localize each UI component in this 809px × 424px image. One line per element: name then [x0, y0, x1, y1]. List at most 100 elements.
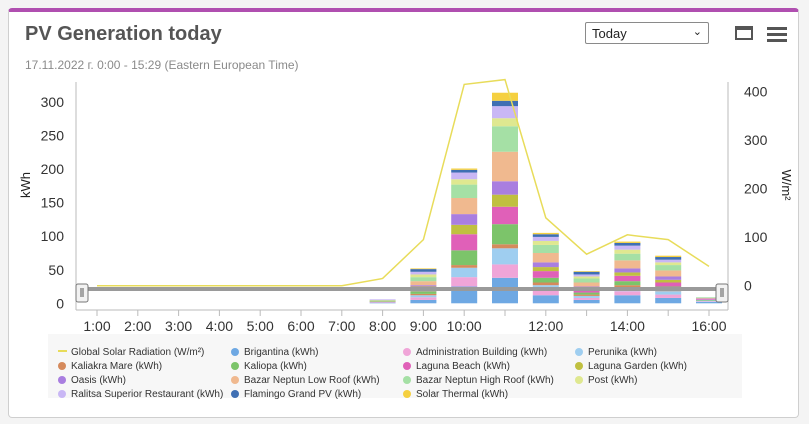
bar-segment	[573, 297, 600, 300]
legend-label: Post (kWh)	[588, 375, 638, 386]
bar-segment	[492, 118, 518, 127]
y-right-tick-label: 400	[744, 84, 768, 100]
legend-item[interactable]: Brigantina (kWh)	[231, 346, 318, 360]
legend-label: Perunika (kWh)	[588, 347, 657, 358]
legend-item[interactable]: Bazar Neptun Low Roof (kWh)	[231, 374, 380, 388]
x-tick-label: 4:00	[206, 318, 233, 334]
bar-segment	[655, 259, 682, 263]
bar-segment	[573, 276, 600, 279]
bar-segment	[655, 297, 682, 304]
bar-segment	[451, 234, 478, 251]
legend-item[interactable]: Global Solar Radiation (W/m²)	[58, 346, 204, 360]
y-right-tick-label: 200	[744, 181, 768, 197]
y-tick-label: 50	[48, 262, 64, 278]
bar-segment	[614, 295, 641, 304]
legend-item[interactable]: Flamingo Grand PV (kWh)	[231, 388, 361, 402]
legend-label: Flamingo Grand PV (kWh)	[244, 389, 362, 400]
legend-item[interactable]: Ralitsa Superior Restaurant (kWh)	[58, 388, 223, 402]
x-tick-label: 3:00	[165, 318, 192, 334]
bar-segment	[696, 299, 722, 301]
legend-dot-marker	[403, 362, 411, 370]
legend-dot-marker	[231, 362, 239, 370]
legend-item[interactable]: Laguna Garden (kWh)	[575, 360, 687, 374]
legend-item[interactable]: Perunika (kWh)	[575, 346, 657, 360]
bar-segment	[410, 293, 437, 296]
legend-item[interactable]: Oasis (kWh)	[58, 374, 126, 388]
bar-segment	[451, 214, 478, 225]
hamburger-menu-icon[interactable]	[767, 27, 787, 42]
bar-segment	[492, 264, 518, 278]
chevron-down-icon: ⌄	[692, 26, 702, 38]
bar-segment	[614, 249, 641, 254]
y-tick-label: 200	[41, 161, 65, 177]
legend-line-marker	[58, 350, 67, 352]
y-tick-label: 150	[41, 195, 65, 211]
bar-segment	[410, 299, 437, 304]
bar-segment	[532, 295, 559, 304]
bar-segment	[573, 282, 600, 287]
legend-dot-marker	[575, 376, 583, 384]
bar-segment	[532, 267, 559, 272]
bar-segment	[532, 290, 559, 296]
bar-segment	[696, 301, 722, 302]
legend-label: Ralitsa Superior Restaurant (kWh)	[71, 389, 224, 400]
legend-dot-marker	[403, 390, 411, 398]
bar-segment	[451, 169, 478, 173]
bar-segment	[410, 274, 437, 278]
bar-segment	[532, 282, 559, 286]
bar-segment	[696, 301, 722, 304]
bar-segment	[492, 106, 518, 119]
bar-segment	[369, 301, 396, 302]
bar-segment	[655, 276, 682, 280]
bar-segment	[410, 285, 437, 287]
x-tick-label: 7:00	[328, 318, 355, 334]
scrollbar-handle-left[interactable]	[75, 283, 89, 303]
bar-segment	[573, 292, 600, 295]
bar-segment	[410, 271, 437, 275]
bar-segment	[614, 253, 641, 261]
bar-segment	[696, 300, 722, 302]
bar-segment	[410, 277, 437, 282]
bar-segment	[532, 253, 559, 263]
legend-item[interactable]: Bazar Neptun High Roof (kWh)	[403, 374, 554, 388]
bar-segment	[655, 282, 682, 287]
bar-segment	[369, 299, 396, 301]
bar-segment	[451, 179, 478, 185]
bar-segment	[410, 297, 437, 300]
legend-label: Laguna Garden (kWh)	[588, 361, 687, 372]
x-tick-label: 12:00	[528, 318, 563, 334]
legend-item[interactable]: Post (kWh)	[575, 374, 637, 388]
x-tick-label: 5:00	[247, 318, 274, 334]
scrollbar-handle-right[interactable]	[715, 283, 729, 303]
bar-segment	[532, 271, 559, 278]
bar-segment	[614, 242, 641, 246]
bar-segment	[614, 275, 641, 282]
bar-segment	[614, 245, 641, 250]
bar-segment	[492, 100, 518, 107]
bar-segment	[369, 299, 396, 300]
window-icon[interactable]	[735, 26, 753, 40]
bar-segment	[492, 248, 518, 265]
x-tick-label: 14:00	[610, 318, 645, 334]
legend-dot-marker	[575, 348, 583, 356]
bar-segment	[451, 168, 478, 170]
bar-segment	[655, 279, 682, 283]
page-title: PV Generation today	[25, 23, 222, 45]
legend-item[interactable]: Laguna Beach (kWh)	[403, 360, 510, 374]
legend-dot-marker	[231, 376, 239, 384]
bar-segment	[492, 244, 518, 249]
bar-segment	[451, 172, 478, 180]
bar-segment	[655, 255, 682, 258]
y-right-tick-label: 100	[744, 229, 768, 245]
bar-segment	[492, 151, 518, 182]
period-select[interactable]: Today ⌄	[585, 22, 709, 44]
legend-item[interactable]: Kaliopa (kWh)	[231, 360, 307, 374]
legend-item[interactable]: Administration Building (kWh)	[403, 346, 547, 360]
legend-item[interactable]: Kaliakra Mare (kWh)	[58, 360, 162, 374]
x-tick-label: 10:00	[447, 318, 482, 334]
bar-segment	[614, 285, 641, 288]
bar-segment	[410, 281, 437, 286]
scrollbar-track	[76, 287, 728, 291]
bar-segment	[655, 294, 682, 298]
legend-item[interactable]: Solar Thermal (kWh)	[403, 388, 508, 402]
